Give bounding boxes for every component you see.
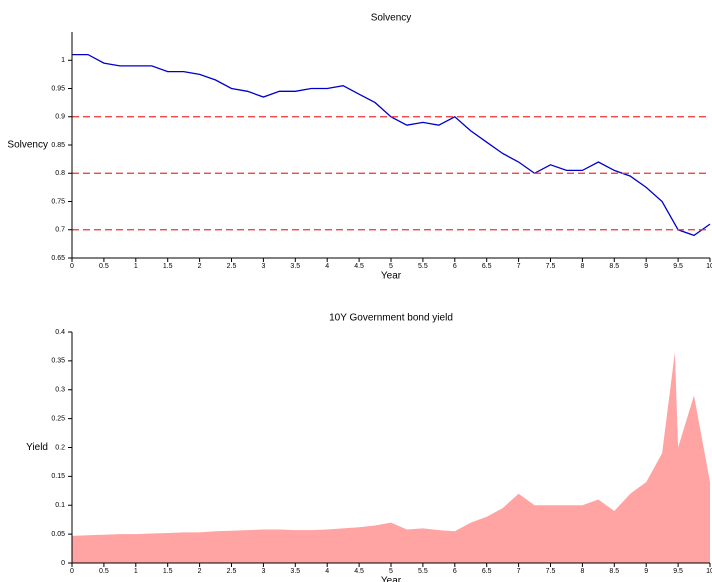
y-tick-label: 0.4 [55, 329, 65, 336]
x-tick-label: 6 [453, 568, 457, 575]
y-tick-label: 0.95 [51, 85, 65, 92]
x-tick-label: 5 [389, 263, 393, 270]
x-tick-label: 9.5 [673, 263, 683, 270]
x-tick-label: 3.5 [290, 263, 300, 270]
x-tick-label: 3 [261, 263, 265, 270]
x-tick-label: 5 [389, 568, 393, 575]
x-axis-label: Year [381, 271, 402, 282]
y-axis-label: Yield [26, 442, 48, 453]
y-tick-label: 0.35 [51, 358, 65, 365]
x-tick-label: 10 [706, 568, 712, 575]
x-tick-label: 4 [325, 263, 329, 270]
x-tick-label: 1.5 [163, 568, 173, 575]
x-tick-label: 7 [517, 568, 521, 575]
x-tick-label: 0 [70, 263, 74, 270]
line [72, 53, 711, 237]
x-tick-label: 3.5 [290, 568, 300, 575]
x-tick-label: 7.5 [546, 263, 556, 270]
y-tick-label: 0.15 [51, 473, 65, 480]
x-tick-label: 8 [580, 568, 584, 575]
chart-title: 10Y Government bond yield [329, 313, 453, 324]
x-tick-label: 5.5 [418, 263, 428, 270]
x-tick-label: 9 [644, 568, 648, 575]
y-axis-label: Solvency [7, 140, 48, 151]
x-tick-label: 1 [134, 568, 138, 575]
x-tick-label: 5.5 [418, 568, 428, 575]
x-tick-label: 7.5 [546, 568, 556, 575]
y-tick-label: 0.25 [51, 415, 65, 422]
x-tick-label: 0 [70, 568, 74, 575]
x-tick-label: 7 [517, 263, 521, 270]
x-tick-label: 0.5 [99, 568, 109, 575]
y-tick-label: 0.9 [55, 114, 65, 121]
y-tick-label: 0.7 [55, 227, 65, 234]
x-tick-label: 2 [198, 568, 202, 575]
x-tick-label: 6.5 [482, 263, 492, 270]
x-tick-label: 2 [198, 263, 202, 270]
y-tick-label: 0.65 [51, 255, 65, 262]
y-tick-label: 0.75 [51, 198, 65, 205]
x-tick-label: 9 [644, 263, 648, 270]
x-tick-label: 8.5 [609, 568, 619, 575]
x-tick-label: 6 [453, 263, 457, 270]
y-tick-label: 0.3 [55, 387, 65, 394]
x-tick-label: 1 [134, 263, 138, 270]
y-tick-label: 0.8 [55, 170, 65, 177]
x-tick-label: 4.5 [354, 568, 364, 575]
x-tick-label: 1.5 [163, 263, 173, 270]
x-tick-label: 4.5 [354, 263, 364, 270]
x-tick-label: 8.5 [609, 263, 619, 270]
x-tick-label: 6.5 [482, 568, 492, 575]
x-tick-label: 2.5 [227, 568, 237, 575]
x-tick-label: 0.5 [99, 263, 109, 270]
x-tick-label: 8 [580, 263, 584, 270]
y-tick-label: 0.85 [51, 142, 65, 149]
chart-title: Solvency [371, 13, 412, 24]
y-tick-label: 0 [61, 560, 65, 567]
y-tick-label: 1 [61, 57, 65, 64]
x-tick-label: 9.5 [673, 568, 683, 575]
x-tick-label: 3 [261, 568, 265, 575]
y-tick-label: 0.05 [51, 531, 65, 538]
area [72, 352, 710, 563]
x-tick-label: 10 [706, 263, 712, 270]
x-axis-label: Year [381, 576, 402, 582]
x-tick-label: 4 [325, 568, 329, 575]
x-tick-label: 2.5 [227, 263, 237, 270]
y-tick-label: 0.2 [55, 444, 65, 451]
y-tick-label: 0.1 [55, 502, 65, 509]
